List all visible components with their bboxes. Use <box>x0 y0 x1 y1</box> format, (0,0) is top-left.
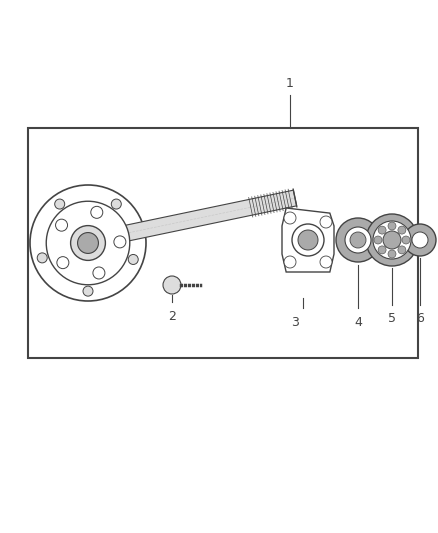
Circle shape <box>377 226 385 234</box>
Circle shape <box>401 236 409 244</box>
Text: 4: 4 <box>353 316 361 329</box>
Circle shape <box>113 236 126 248</box>
Circle shape <box>283 256 295 268</box>
Circle shape <box>37 253 47 263</box>
Circle shape <box>411 232 427 248</box>
Circle shape <box>397 246 405 254</box>
Circle shape <box>349 232 365 248</box>
Circle shape <box>55 199 64 209</box>
Circle shape <box>344 227 370 253</box>
Circle shape <box>291 224 323 256</box>
Circle shape <box>365 214 417 266</box>
Circle shape <box>46 201 130 285</box>
Circle shape <box>377 246 385 254</box>
Circle shape <box>319 256 331 268</box>
Circle shape <box>93 267 105 279</box>
Circle shape <box>319 216 331 228</box>
Circle shape <box>111 199 121 209</box>
Text: 5: 5 <box>387 312 395 325</box>
Circle shape <box>83 286 93 296</box>
Polygon shape <box>116 190 296 243</box>
Circle shape <box>283 212 295 224</box>
Circle shape <box>162 276 180 294</box>
Circle shape <box>387 250 395 258</box>
Circle shape <box>30 185 146 301</box>
Circle shape <box>91 206 102 219</box>
Text: 3: 3 <box>290 316 298 329</box>
Text: 6: 6 <box>415 312 423 325</box>
Circle shape <box>297 230 317 250</box>
Circle shape <box>128 254 138 264</box>
Circle shape <box>57 257 69 269</box>
Polygon shape <box>281 208 333 272</box>
Bar <box>28 128 417 358</box>
Text: 1: 1 <box>286 77 293 90</box>
Circle shape <box>373 236 381 244</box>
Circle shape <box>403 224 435 256</box>
Circle shape <box>335 218 379 262</box>
Circle shape <box>397 226 405 234</box>
Circle shape <box>382 231 400 249</box>
Circle shape <box>71 225 105 261</box>
Circle shape <box>78 232 98 253</box>
Text: 2: 2 <box>168 310 176 323</box>
Circle shape <box>372 221 410 259</box>
Circle shape <box>56 219 67 231</box>
Circle shape <box>387 222 395 230</box>
